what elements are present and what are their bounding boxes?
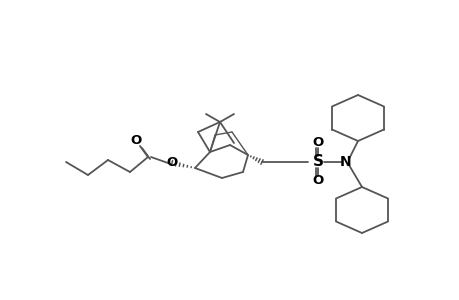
Text: S: S [312,154,323,169]
Text: O: O [312,136,323,149]
Text: O: O [166,157,177,169]
Text: O: O [130,134,141,146]
Text: O: O [312,175,323,188]
Text: N: N [340,155,351,169]
